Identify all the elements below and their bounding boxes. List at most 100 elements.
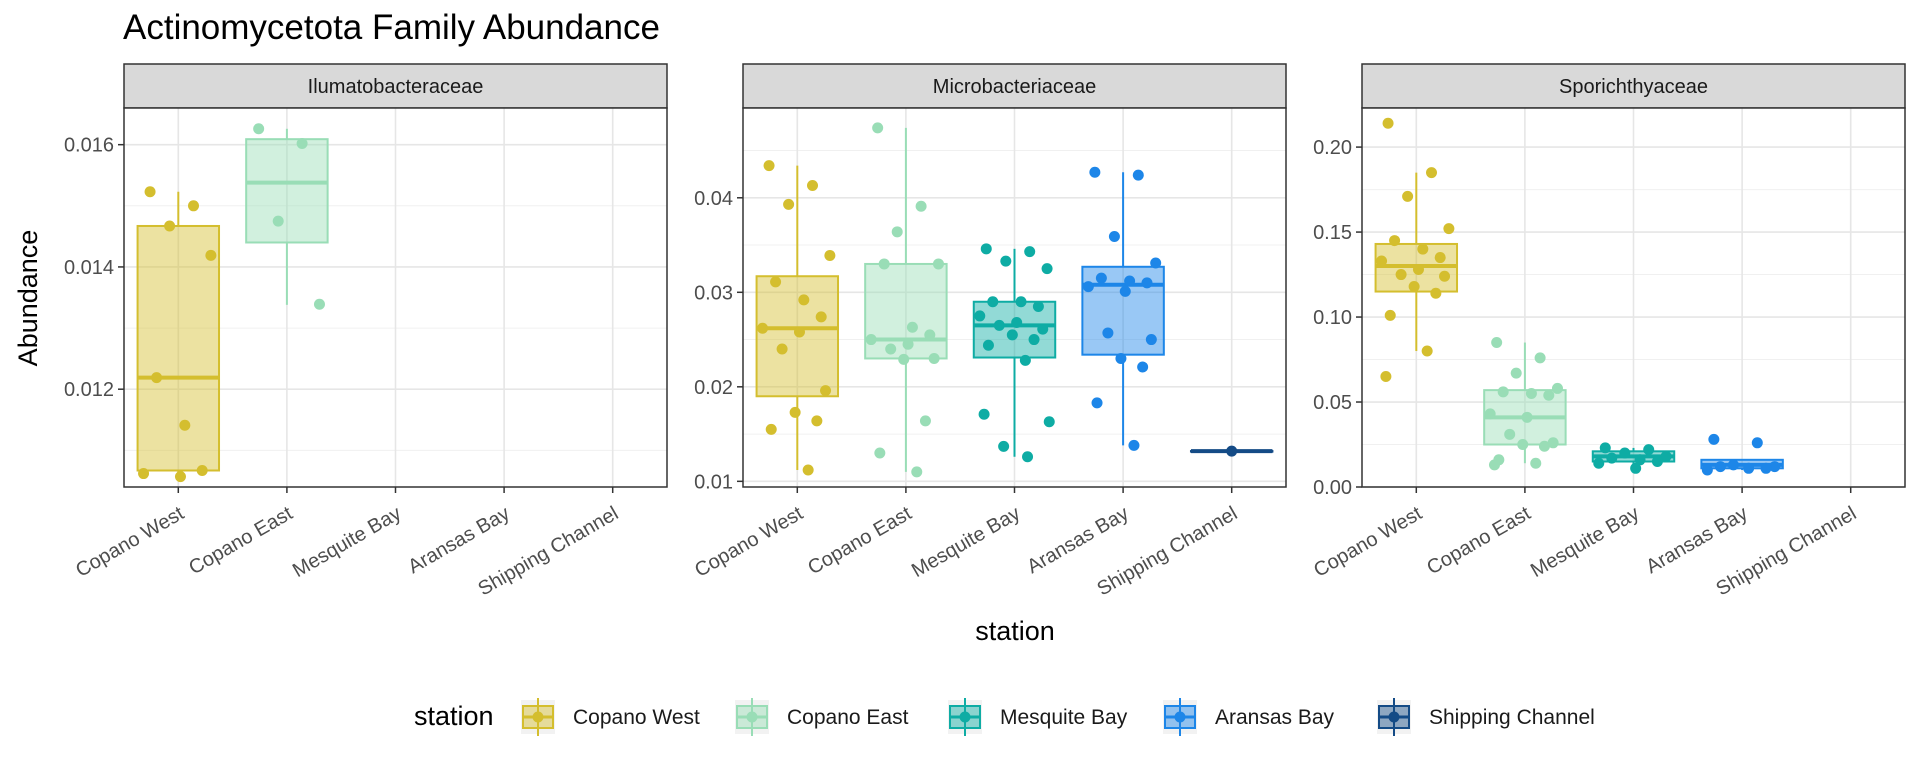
x-tick-label: Aransas Bay bbox=[1023, 502, 1132, 578]
legend-label: Aransas Bay bbox=[1215, 706, 1335, 729]
data-point-mesquite-bay bbox=[987, 296, 999, 308]
data-point-copano-east bbox=[872, 122, 884, 134]
data-point-aransas-bay bbox=[1102, 327, 1114, 339]
legend-key-point bbox=[746, 711, 758, 723]
data-point-mesquite-bay bbox=[998, 440, 1010, 452]
data-point-mesquite-bay bbox=[1599, 442, 1611, 454]
data-point-copano-west bbox=[793, 326, 805, 338]
y-tick-label: 0.014 bbox=[64, 257, 114, 279]
y-tick-label: 0.04 bbox=[694, 188, 733, 210]
data-point-aransas-bay bbox=[1714, 461, 1726, 473]
data-point-copano-east bbox=[1543, 389, 1555, 401]
x-axis-title: station bbox=[975, 616, 1055, 646]
legend-label: Copano East bbox=[787, 706, 909, 729]
facet-strip bbox=[123, 63, 668, 109]
box-iqr bbox=[245, 138, 329, 244]
data-point-copano-east bbox=[874, 447, 886, 459]
data-point-copano-east bbox=[865, 334, 877, 346]
data-point-copano-east bbox=[1538, 440, 1550, 452]
data-point-copano-east bbox=[891, 226, 903, 238]
data-point-copano-west bbox=[1380, 371, 1392, 383]
data-point-copano-west bbox=[1402, 190, 1414, 202]
data-point-mesquite-bay bbox=[1024, 246, 1036, 258]
data-point-mesquite-bay bbox=[1041, 263, 1053, 275]
data-point-copano-east bbox=[919, 415, 931, 427]
data-point-mesquite-bay bbox=[1028, 334, 1040, 346]
data-point-copano-west bbox=[1430, 287, 1442, 299]
data-point-copano-west bbox=[1412, 263, 1424, 275]
data-point-copano-east bbox=[1510, 367, 1522, 379]
data-point-copano-east bbox=[1534, 352, 1546, 364]
data-point-aransas-bay bbox=[1769, 461, 1781, 473]
data-point-mesquite-bay bbox=[993, 319, 1005, 331]
data-point-mesquite-bay bbox=[1643, 444, 1655, 456]
data-point-copano-east bbox=[253, 123, 265, 135]
data-point-copano-west bbox=[802, 464, 814, 476]
data-point-aransas-bay bbox=[1708, 433, 1720, 445]
legend-item-aransas-bay: Aransas Bay bbox=[1163, 698, 1335, 736]
box-copano-west bbox=[136, 191, 221, 474]
y-tick-label: 0.20 bbox=[1313, 137, 1352, 159]
data-point-copano-east bbox=[1551, 382, 1563, 394]
data-point-copano-west bbox=[1384, 309, 1396, 321]
data-point-aransas-bay bbox=[1141, 277, 1153, 289]
x-tick-label: Copano East bbox=[804, 502, 916, 579]
y-axis-title: Abundance bbox=[13, 230, 43, 367]
data-point-copano-west bbox=[807, 180, 819, 192]
x-tick-label: Mesquite Bay bbox=[289, 502, 405, 582]
facet-panel-sporichthyaceae: Sporichthyaceae 0.00 0.05 0.10 0.15 0.20 Copan… bbox=[1310, 63, 1906, 600]
data-point-aransas-bay bbox=[1089, 166, 1101, 178]
legend-item-mesquite-bay: Mesquite Bay bbox=[948, 698, 1128, 736]
data-point-copano-west bbox=[1382, 117, 1394, 129]
data-point-mesquite-bay bbox=[1032, 300, 1044, 312]
data-point-aransas-bay bbox=[1124, 275, 1136, 287]
data-point-copano-west bbox=[1376, 255, 1388, 267]
data-point-copano-west bbox=[763, 160, 775, 172]
data-point-aransas-bay bbox=[1743, 462, 1755, 474]
data-point-aransas-bay bbox=[1727, 459, 1739, 471]
x-tick-label: Aransas Bay bbox=[404, 502, 513, 578]
data-point-aransas-bay bbox=[1701, 464, 1713, 476]
data-point-copano-west bbox=[1417, 243, 1429, 255]
legend-key-point bbox=[532, 711, 544, 723]
data-point-copano-west bbox=[1408, 280, 1420, 292]
data-point-copano-east bbox=[1547, 437, 1559, 449]
facet-strip-label: Ilumatobacteraceae bbox=[308, 76, 484, 98]
data-point-copano-west bbox=[770, 276, 782, 288]
data-point-shipping-channel bbox=[1226, 445, 1238, 457]
data-point-copano-west bbox=[205, 249, 217, 261]
data-point-copano-west bbox=[757, 322, 769, 334]
data-point-mesquite-bay bbox=[1037, 323, 1049, 335]
y-tick-label: 0.10 bbox=[1313, 307, 1352, 329]
data-point-mesquite-bay bbox=[1000, 255, 1012, 267]
data-point-mesquite-bay bbox=[1619, 447, 1631, 459]
data-point-copano-east bbox=[1525, 388, 1537, 400]
data-point-mesquite-bay bbox=[1022, 451, 1034, 463]
data-point-copano-west bbox=[151, 372, 163, 384]
data-point-copano-west bbox=[815, 311, 827, 323]
data-point-mesquite-bay bbox=[1006, 329, 1018, 341]
legend-item-shipping-channel: Shipping Channel bbox=[1377, 698, 1595, 736]
data-point-mesquite-bay bbox=[1011, 317, 1023, 329]
data-point-copano-west bbox=[188, 200, 200, 212]
data-point-copano-east bbox=[911, 466, 923, 478]
data-point-copano-east bbox=[906, 321, 918, 333]
x-tick-label: Copano East bbox=[1423, 502, 1535, 579]
data-point-copano-west bbox=[138, 468, 150, 480]
data-point-aransas-bay bbox=[1760, 462, 1772, 474]
x-tick-label: Aransas Bay bbox=[1642, 502, 1751, 578]
data-point-aransas-bay bbox=[1137, 361, 1149, 373]
data-point-aransas-bay bbox=[1751, 437, 1763, 449]
facet-strip-label: Sporichthyaceae bbox=[1559, 76, 1708, 98]
data-point-copano-west bbox=[1434, 252, 1446, 264]
legend: station Copano West Copano East Mesquite Ba… bbox=[414, 698, 1595, 736]
legend-key-point bbox=[959, 711, 971, 723]
box-copano-east bbox=[245, 128, 329, 305]
data-point-mesquite-bay bbox=[1634, 454, 1646, 466]
data-point-copano-west bbox=[164, 220, 176, 232]
data-point-copano-west bbox=[1421, 345, 1433, 357]
y-tick-label: 0.15 bbox=[1313, 222, 1352, 244]
data-point-copano-east bbox=[1521, 411, 1533, 423]
data-point-mesquite-bay bbox=[978, 408, 990, 420]
data-point-mesquite-bay bbox=[1019, 354, 1031, 366]
